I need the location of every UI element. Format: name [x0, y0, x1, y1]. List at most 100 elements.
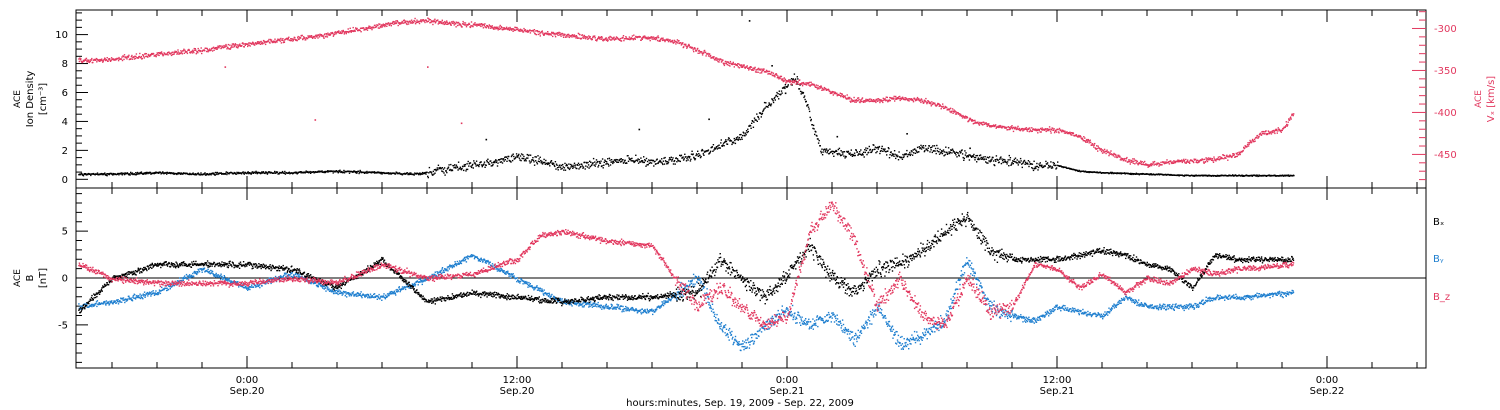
velocity-dot: [1037, 132, 1039, 134]
by-dot: [128, 297, 130, 299]
density-dot: [1022, 161, 1025, 163]
velocity-dot: [197, 47, 199, 50]
velocity-dot: [801, 82, 803, 84]
velocity-dot: [1197, 160, 1200, 162]
density-dot: [582, 167, 584, 169]
density-dot: [576, 167, 578, 170]
velocity-dot: [397, 20, 399, 23]
velocity-dot: [520, 29, 522, 31]
velocity-dot: [918, 98, 920, 100]
density-dot: [866, 153, 868, 156]
density-dot: [212, 173, 215, 175]
velocity-dot: [539, 35, 541, 37]
density-dot: [1268, 174, 1270, 176]
velocity-dot: [692, 49, 694, 51]
density-dot: [602, 167, 604, 169]
velocity-dot: [829, 92, 832, 95]
density-dot: [590, 164, 593, 167]
density-dot: [956, 156, 958, 158]
velocity-dot: [449, 22, 451, 24]
density-dot: [613, 161, 615, 164]
velocity-dot: [1254, 140, 1256, 142]
velocity-dot: [1209, 157, 1211, 159]
velocity-dot: [181, 53, 184, 55]
density-dot: [975, 155, 977, 157]
velocity-dot: [733, 66, 735, 68]
velocity-dot: [1114, 156, 1116, 158]
density-dot: [522, 157, 524, 160]
velocity-dot: [1080, 135, 1082, 138]
density-dot: [944, 154, 946, 156]
velocity-dot: [216, 48, 218, 50]
density-dot: [592, 157, 595, 160]
velocity-dot: [1158, 165, 1160, 167]
velocity-dot: [204, 50, 206, 52]
density-dot: [859, 153, 861, 155]
density-dot: [726, 143, 729, 145]
velocity-dot: [860, 99, 862, 101]
velocity-dot: [728, 62, 731, 64]
density-dot: [790, 78, 793, 80]
velocity-dot: [654, 38, 657, 41]
velocity-dot: [1049, 130, 1052, 132]
density-dot: [137, 173, 139, 175]
density-dot: [571, 165, 573, 167]
density-dot: [199, 174, 202, 176]
velocity-dot: [324, 33, 326, 35]
velocity-dot: [1117, 154, 1119, 156]
velocity-dot: [342, 29, 344, 32]
density-dot: [324, 170, 326, 173]
velocity-dot: [880, 100, 882, 102]
density-dot: [410, 172, 412, 174]
velocity-dot: [687, 45, 689, 48]
velocity-dot: [79, 59, 82, 61]
velocity-dot: [715, 59, 718, 61]
velocity-dot: [654, 37, 656, 39]
density-dot: [491, 162, 493, 164]
density-dot: [1018, 160, 1020, 162]
velocity-dot: [446, 21, 448, 24]
velocity-dot: [928, 102, 931, 105]
velocity-dot: [853, 96, 855, 99]
density-dot: [908, 153, 910, 155]
velocity-dot: [840, 95, 842, 97]
velocity-dot: [584, 35, 586, 38]
velocity-dot: [238, 45, 240, 47]
velocity-dot: [538, 31, 540, 33]
velocity-dot: [882, 97, 884, 100]
density-dot: [787, 84, 789, 86]
bottom-left-axis: -505: [58, 193, 88, 363]
density-dot: [920, 144, 922, 147]
velocity-dot: [88, 61, 90, 64]
by-dot: [139, 297, 141, 299]
by-dot: [84, 303, 86, 306]
velocity-dot: [249, 45, 251, 47]
density-dot: [696, 154, 698, 156]
density-dot: [880, 150, 882, 152]
density-dot: [914, 152, 917, 154]
velocity-dot: [227, 47, 229, 49]
density-dot: [1049, 165, 1052, 167]
velocity-dot: [1172, 161, 1174, 163]
velocity-dot: [208, 49, 210, 52]
density-dot: [180, 173, 182, 175]
velocity-dot: [605, 39, 608, 41]
velocity-dot: [816, 88, 819, 90]
velocity-dot: [1116, 156, 1119, 158]
velocity-dot: [792, 81, 794, 83]
velocity-dot: [776, 74, 778, 76]
density-dot: [540, 159, 542, 162]
velocity-dot: [632, 39, 635, 41]
density-dot: [893, 150, 896, 152]
velocity-dot: [645, 36, 647, 38]
velocity-dot: [455, 26, 457, 28]
velocity-dot: [429, 22, 431, 24]
density-dot: [434, 172, 436, 174]
density-dot: [1054, 164, 1057, 167]
velocity-dot: [850, 101, 852, 103]
velocity-dot: [219, 45, 222, 47]
velocity-dot: [808, 81, 811, 84]
density-dot: [401, 174, 404, 176]
velocity-dot: [1246, 145, 1248, 147]
velocity-dot: [230, 47, 232, 49]
